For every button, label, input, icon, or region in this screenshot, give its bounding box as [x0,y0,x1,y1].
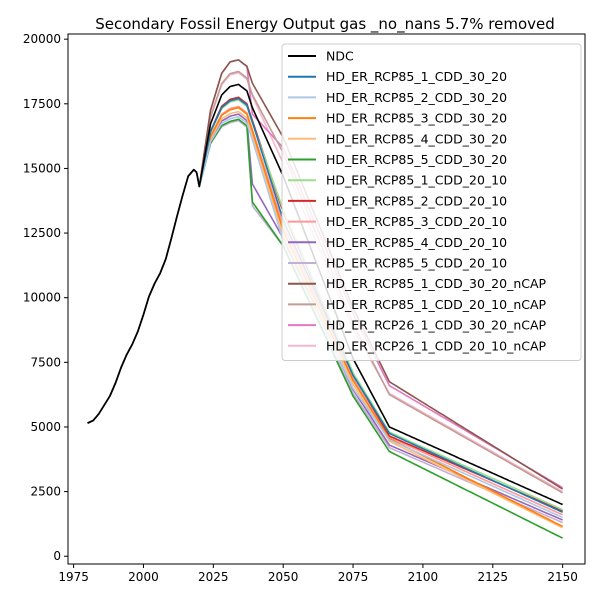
legend-label: HD_ER_RCP26_1_CDD_30_20_nCAP [326,318,547,333]
legend-label: HD_ER_RCP85_1_CDD_30_20 [326,69,507,84]
x-tick-label: 2025 [198,570,229,584]
legend-label: HD_ER_RCP85_1_CDD_20_10 [326,173,507,188]
legend-box [281,43,582,361]
x-tick-label: 2050 [268,570,299,584]
legend-label: NDC [326,49,354,64]
legend-label: HD_ER_RCP85_2_CDD_30_20 [326,90,507,105]
x-tick-label: 2075 [338,570,369,584]
legend-label: HD_ER_RCP85_1_CDD_20_10_nCAP [326,297,547,312]
legend-label: HD_ER_RCP26_1_CDD_20_10_nCAP [326,338,547,353]
y-tick-label: 7500 [30,355,61,369]
legend-label: HD_ER_RCP85_5_CDD_30_20 [326,152,507,167]
x-tick-label: 1975 [58,570,89,584]
legend-label: HD_ER_RCP85_1_CDD_30_20_nCAP [326,276,547,291]
legend-label: HD_ER_RCP85_2_CDD_20_10 [326,193,507,208]
legend-label: HD_ER_RCP85_3_CDD_30_20 [326,111,507,126]
plot-lines [87,59,564,539]
y-tick-label: 15000 [23,161,61,175]
x-axis: 1975 2000 2025 2050 2075 2100 2125 2150 [58,564,578,584]
x-tick-label: 2100 [408,570,439,584]
legend-label: HD_ER_RCP85_4_CDD_30_20 [326,131,507,146]
legend-label: HD_ER_RCP85_3_CDD_20_10 [326,214,507,229]
y-tick-label: 2500 [30,485,61,499]
y-tick-label: 0 [53,549,61,563]
series-line [87,106,563,528]
y-axis: 0 2500 5000 7500 10000 12500 15000 17500 20000 [23,32,68,563]
y-tick-label: 20000 [23,32,61,46]
x-tick-label: 2125 [478,570,509,584]
legend-label: HD_ER_RCP85_4_CDD_20_10 [326,235,507,250]
x-tick-label: 2150 [547,570,578,584]
chart-title: Secondary Fossil Energy Output gas _no_n… [95,15,555,34]
series-line [87,97,563,514]
x-tick-label: 2000 [128,570,159,584]
series-line [87,115,563,519]
legend-label: HD_ER_RCP85_5_CDD_20_10 [326,256,507,271]
y-tick-label: 5000 [30,420,61,434]
y-tick-label: 17500 [23,97,61,111]
legend: NDC HD_ER_RCP85_1_CDD_30_20 HD_ER_RCP85_2_… [281,43,582,361]
y-tick-label: 12500 [23,226,61,240]
y-tick-label: 10000 [23,291,61,305]
plot-frame [67,33,586,565]
